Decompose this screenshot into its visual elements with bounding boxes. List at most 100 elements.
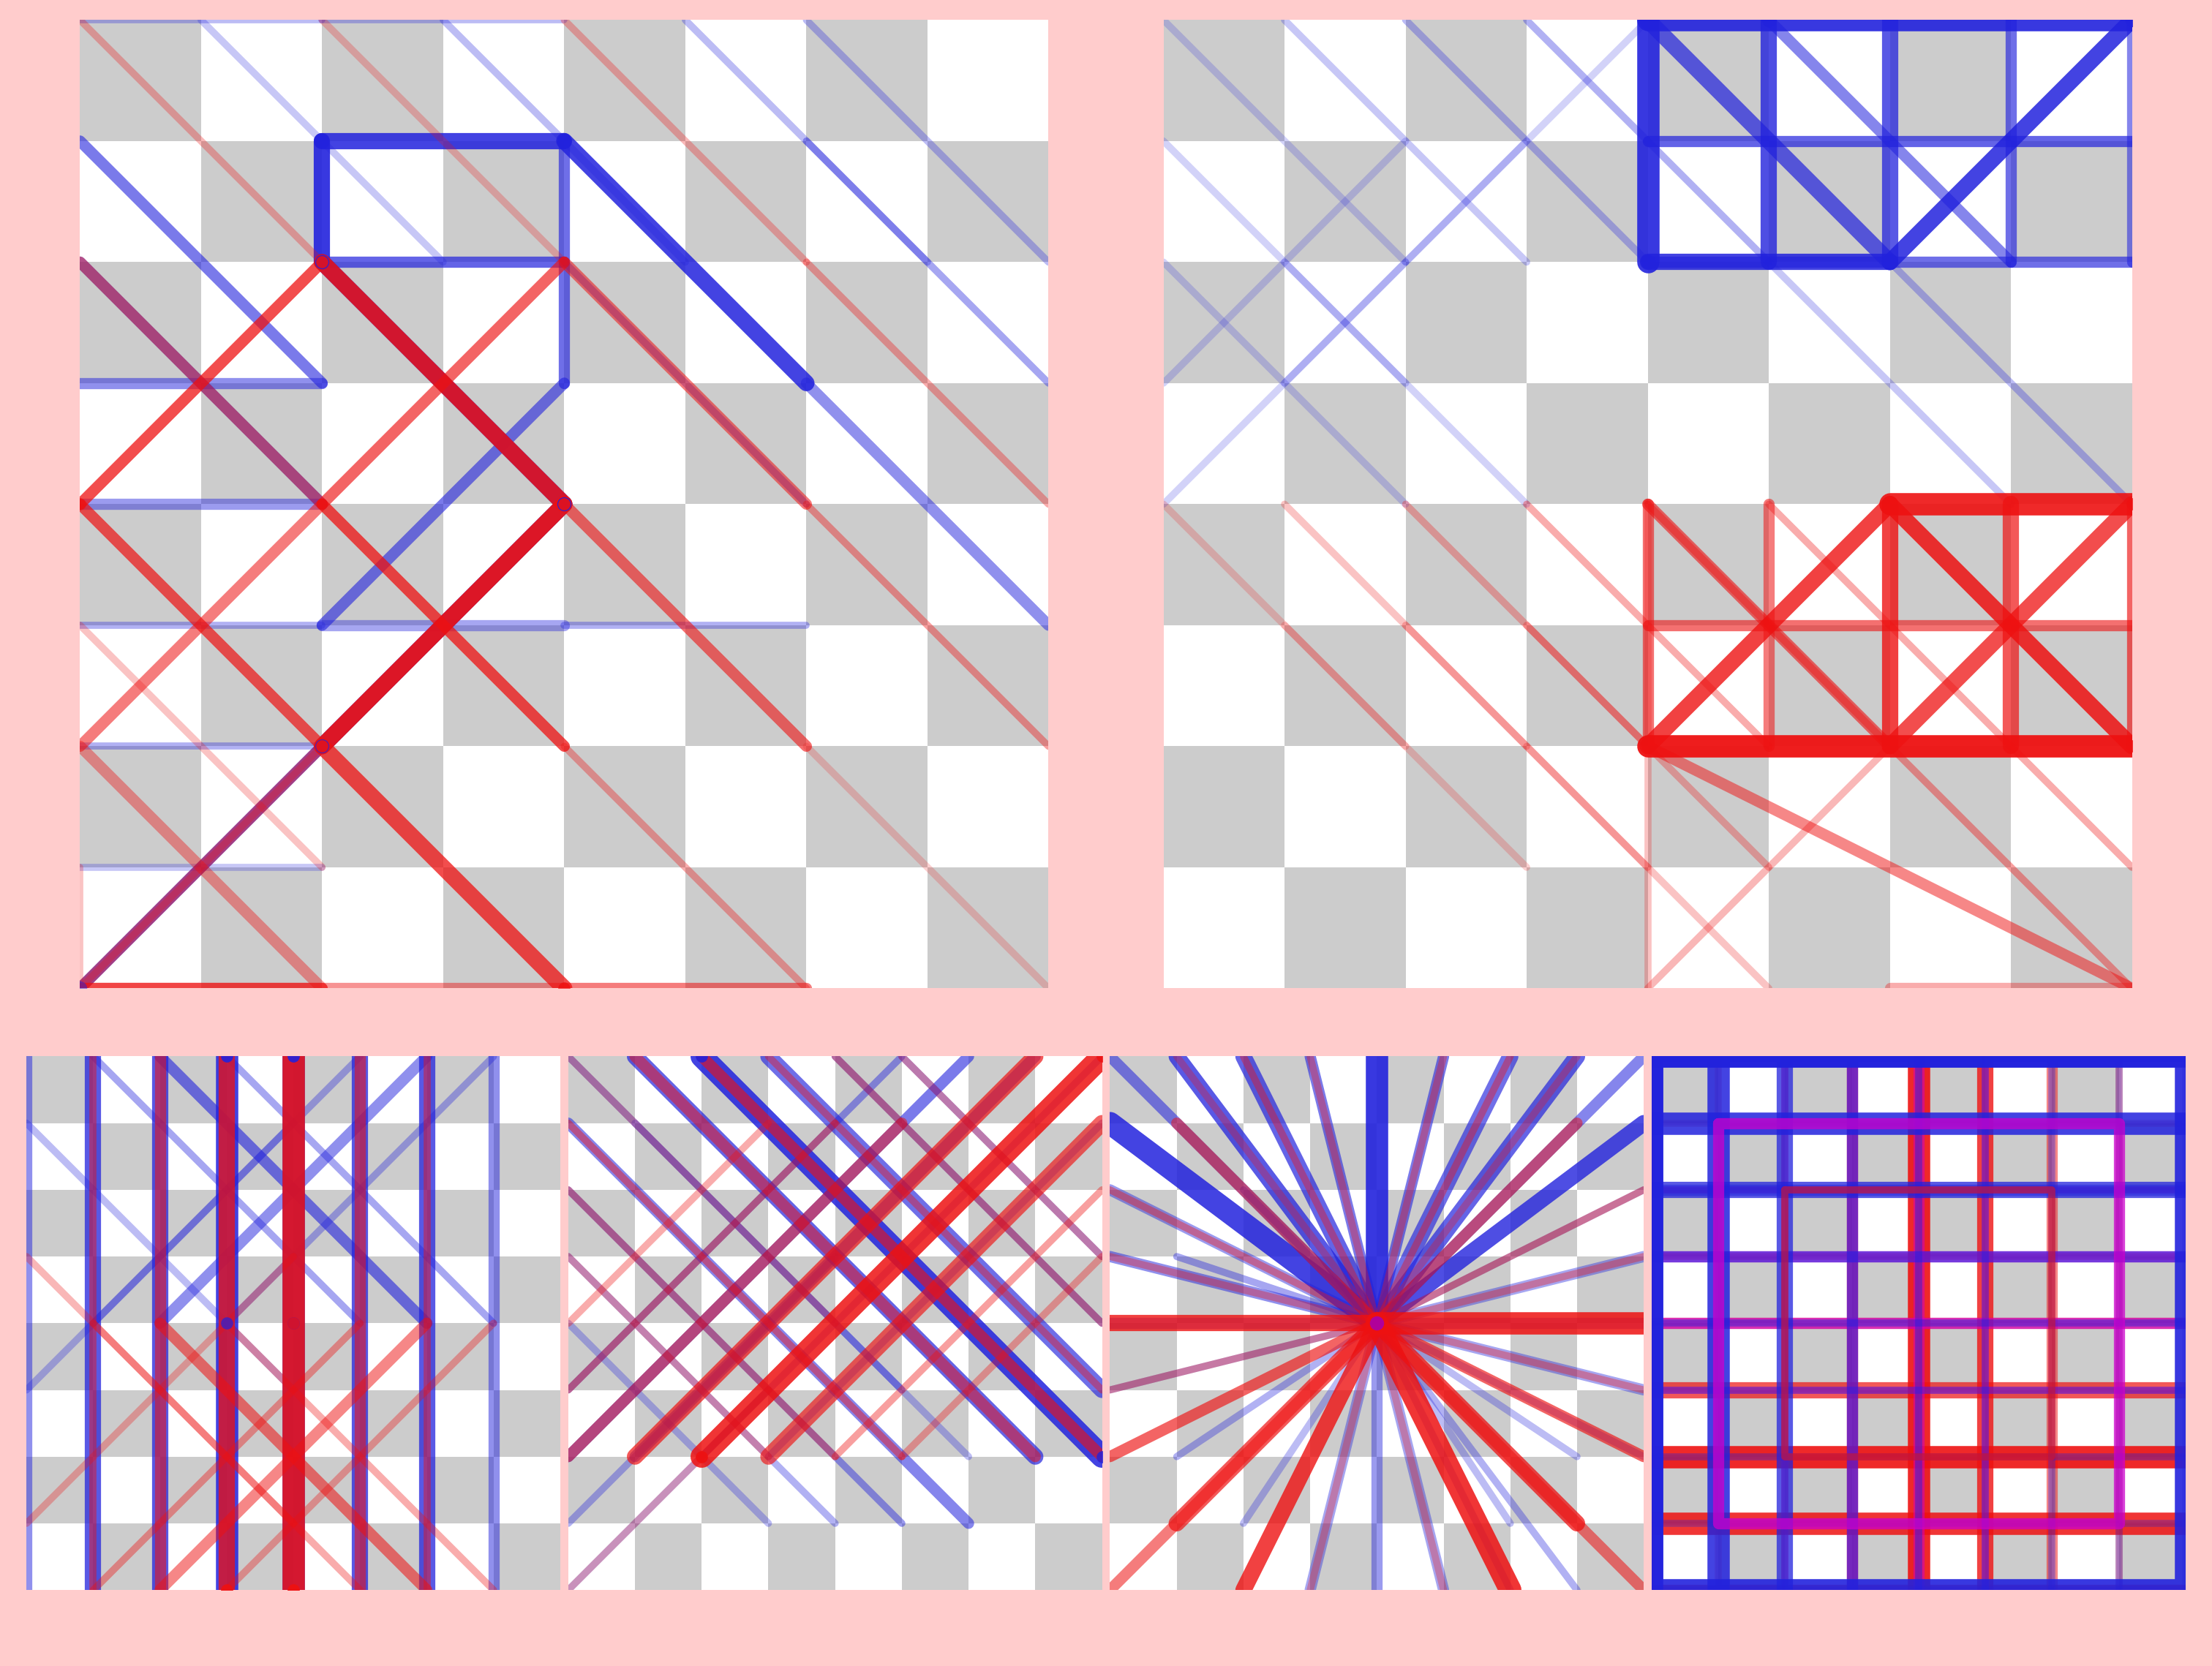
- Bar: [1110, 1323, 1177, 1389]
- Bar: [1243, 1323, 1310, 1389]
- Bar: [159, 1523, 226, 1589]
- Bar: [427, 1389, 493, 1456]
- Bar: [1526, 383, 1648, 505]
- Bar: [1785, 1523, 1851, 1589]
- Bar: [1918, 1190, 1986, 1256]
- Bar: [442, 746, 564, 868]
- Bar: [564, 868, 686, 988]
- Bar: [2053, 1190, 2119, 1256]
- Bar: [969, 1389, 1035, 1456]
- Bar: [768, 1456, 836, 1523]
- Bar: [493, 1190, 560, 1256]
- Bar: [323, 746, 442, 868]
- Bar: [969, 1323, 1035, 1389]
- Bar: [1164, 746, 1285, 868]
- Bar: [1110, 1190, 1177, 1256]
- Bar: [1110, 1256, 1177, 1323]
- Bar: [93, 1323, 159, 1389]
- Bar: [701, 1323, 768, 1389]
- Bar: [1310, 1389, 1376, 1456]
- Bar: [1719, 1523, 1785, 1589]
- Bar: [2053, 1523, 2119, 1589]
- Bar: [686, 383, 807, 505]
- Bar: [902, 1256, 969, 1323]
- Bar: [768, 1123, 836, 1190]
- Bar: [1648, 262, 1770, 383]
- Bar: [294, 1389, 361, 1456]
- Bar: [1285, 20, 1405, 142]
- Bar: [442, 868, 564, 988]
- Bar: [80, 20, 201, 142]
- Bar: [361, 1056, 427, 1123]
- Bar: [1889, 625, 2011, 746]
- Bar: [1285, 625, 1405, 746]
- Bar: [1035, 1056, 1102, 1123]
- Bar: [807, 262, 927, 383]
- Bar: [1851, 1389, 1918, 1456]
- Bar: [442, 505, 564, 625]
- Bar: [201, 746, 323, 868]
- Bar: [902, 1323, 969, 1389]
- Bar: [1444, 1389, 1511, 1456]
- Bar: [93, 1256, 159, 1323]
- Bar: [927, 20, 1048, 142]
- Bar: [1889, 20, 2011, 142]
- Bar: [1405, 746, 1526, 868]
- Bar: [927, 868, 1048, 988]
- Bar: [1177, 1456, 1243, 1523]
- Bar: [1719, 1256, 1785, 1323]
- Bar: [1526, 625, 1648, 746]
- Bar: [1243, 1190, 1310, 1256]
- Bar: [323, 868, 442, 988]
- Bar: [80, 142, 201, 262]
- Bar: [27, 1123, 93, 1190]
- Bar: [1648, 505, 1770, 625]
- Bar: [1511, 1389, 1577, 1456]
- Bar: [701, 1389, 768, 1456]
- Bar: [2119, 1323, 2185, 1389]
- Bar: [635, 1323, 701, 1389]
- Bar: [1785, 1190, 1851, 1256]
- Bar: [1785, 1389, 1851, 1456]
- Bar: [1918, 1523, 1986, 1589]
- Bar: [1405, 625, 1526, 746]
- Bar: [1511, 1456, 1577, 1523]
- Bar: [686, 262, 807, 383]
- Bar: [1577, 1323, 1644, 1389]
- Bar: [1986, 1389, 2053, 1456]
- Bar: [2053, 1123, 2119, 1190]
- Bar: [1035, 1456, 1102, 1523]
- Bar: [361, 1389, 427, 1456]
- Bar: [807, 746, 927, 868]
- Bar: [294, 1256, 361, 1323]
- Bar: [1851, 1523, 1918, 1589]
- Bar: [836, 1389, 902, 1456]
- Bar: [1035, 1256, 1102, 1323]
- Bar: [226, 1123, 294, 1190]
- Bar: [226, 1323, 294, 1389]
- Bar: [1577, 1190, 1644, 1256]
- Bar: [2119, 1389, 2185, 1456]
- Bar: [1511, 1323, 1577, 1389]
- Bar: [159, 1456, 226, 1523]
- Bar: [768, 1389, 836, 1456]
- Bar: [1652, 1056, 1719, 1123]
- Bar: [1035, 1123, 1102, 1190]
- Bar: [701, 1523, 768, 1589]
- Bar: [1177, 1323, 1243, 1389]
- Bar: [1376, 1523, 1444, 1589]
- Bar: [442, 20, 564, 142]
- Bar: [361, 1323, 427, 1389]
- Bar: [1719, 1389, 1785, 1456]
- Bar: [568, 1256, 635, 1323]
- Bar: [635, 1190, 701, 1256]
- Bar: [1770, 142, 1889, 262]
- Bar: [686, 505, 807, 625]
- Bar: [1648, 142, 1770, 262]
- Bar: [323, 383, 442, 505]
- Bar: [807, 868, 927, 988]
- Bar: [427, 1456, 493, 1523]
- Bar: [1035, 1523, 1102, 1589]
- Bar: [1405, 868, 1526, 988]
- Bar: [294, 1323, 361, 1389]
